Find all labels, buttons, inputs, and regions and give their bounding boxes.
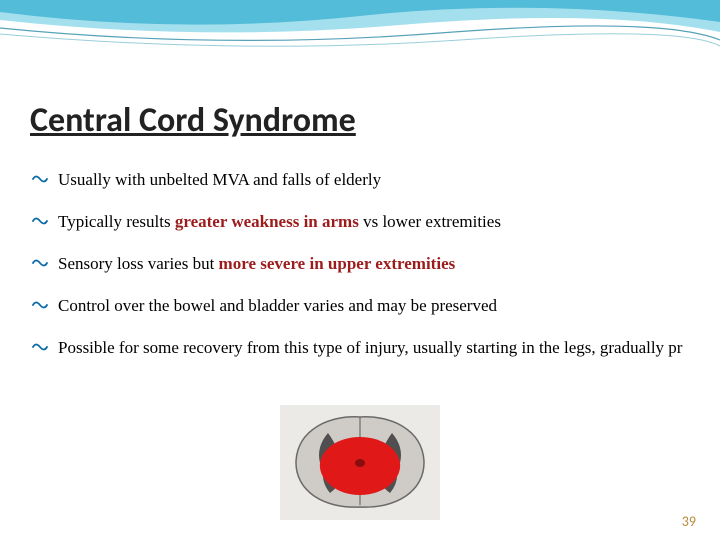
bullet-text: Sensory loss varies but — [58, 254, 219, 273]
swirl-bullet-icon — [32, 257, 48, 269]
bullet-item: Control over the bowel and bladder varie… — [30, 295, 690, 317]
slide-title: Central Cord Syndrome — [30, 100, 690, 141]
bullet-text: Possible for some recovery from this typ… — [58, 338, 682, 357]
cord-cross-section-image — [280, 405, 440, 520]
bullet-text: Control over the bowel and bladder varie… — [58, 296, 497, 315]
slide-content: Central Cord Syndrome Usually with unbel… — [30, 100, 690, 379]
bullet-text: Typically results — [58, 212, 175, 231]
bullet-item: Typically results greater weakness in ar… — [30, 211, 690, 233]
wave-header — [0, 0, 720, 70]
bullet-list: Usually with unbelted MVA and falls of e… — [30, 169, 690, 359]
swirl-bullet-icon — [32, 215, 48, 227]
bullet-item: Usually with unbelted MVA and falls of e… — [30, 169, 690, 191]
swirl-bullet-icon — [32, 341, 48, 353]
swirl-bullet-icon — [32, 173, 48, 185]
bullet-item: Sensory loss varies but more severe in u… — [30, 253, 690, 275]
highlight-text: more severe in upper extremities — [219, 254, 456, 273]
page-number: 39 — [682, 513, 696, 530]
swirl-bullet-icon — [32, 299, 48, 311]
highlight-text: greater weakness in arms — [175, 212, 363, 231]
bullet-text: vs lower extremities — [363, 212, 501, 231]
bullet-item: Possible for some recovery from this typ… — [30, 337, 690, 359]
bullet-text: Usually with unbelted MVA and falls of e… — [58, 170, 381, 189]
